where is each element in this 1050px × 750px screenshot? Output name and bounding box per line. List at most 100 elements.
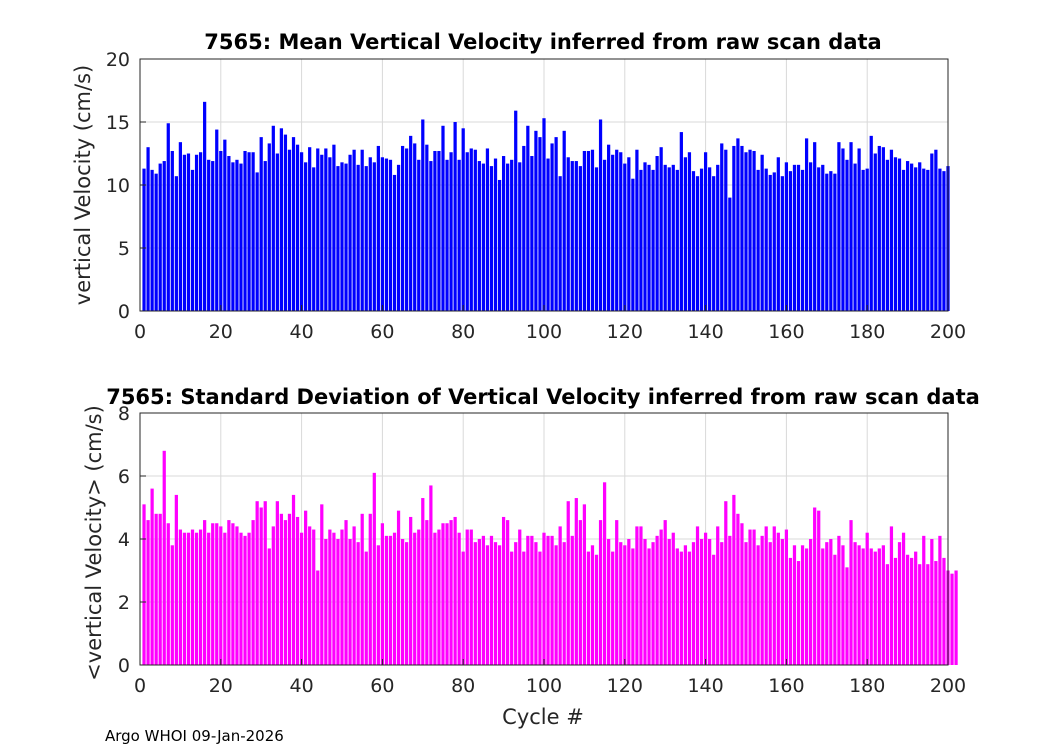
bar [489, 166, 494, 311]
bar [421, 498, 425, 665]
bar [744, 152, 748, 311]
bar [437, 150, 441, 311]
bar [497, 179, 502, 311]
bar [768, 542, 772, 665]
bar [380, 523, 385, 665]
bar [732, 494, 736, 665]
bar [817, 167, 821, 311]
bar [356, 542, 360, 665]
bar [607, 144, 611, 311]
tick-labels: 0 20 40 60 80 100 120 140 160 180 200 0 5 10 15 20 [106, 49, 966, 343]
bar [566, 501, 570, 665]
bar [437, 529, 441, 665]
bar [251, 152, 255, 311]
bar [255, 172, 259, 311]
bar [578, 520, 582, 665]
bar [845, 567, 849, 665]
bar [380, 157, 385, 311]
bar [720, 542, 724, 665]
bar [865, 532, 869, 665]
bar [518, 529, 522, 665]
bar [748, 529, 752, 665]
bar [780, 176, 784, 311]
bar [332, 144, 336, 311]
bar [295, 516, 300, 665]
bar [905, 161, 910, 311]
bar [425, 144, 429, 311]
bar [728, 535, 732, 665]
bar [283, 520, 288, 665]
bar [643, 162, 647, 311]
bar [445, 523, 449, 665]
bar [453, 122, 457, 311]
bar [142, 168, 146, 311]
bar [340, 162, 344, 311]
bar [623, 163, 627, 311]
bar [469, 148, 473, 311]
bar [586, 551, 591, 665]
bar [699, 168, 704, 311]
bar [186, 532, 191, 665]
bar [817, 510, 821, 665]
bar [530, 156, 534, 311]
y-tick-label: 10 [106, 175, 130, 197]
bar [910, 163, 914, 311]
footer-stamp: Argo WHOI 09-Jan-2026 [105, 727, 284, 745]
bar [905, 554, 910, 665]
bar [433, 150, 437, 311]
x-tick-label: 140 [687, 321, 723, 343]
bar [332, 532, 336, 665]
bar [364, 551, 368, 665]
bar [518, 162, 522, 311]
bar [186, 153, 191, 311]
bar [873, 551, 877, 665]
x-tick-label: 100 [526, 675, 562, 697]
bar [910, 557, 914, 665]
bar [809, 162, 813, 311]
bar [219, 526, 223, 665]
bar [861, 169, 865, 311]
bar [259, 137, 263, 311]
bar [687, 152, 692, 311]
bar [215, 129, 219, 311]
bar [825, 173, 829, 311]
bar [295, 144, 300, 311]
bar [324, 148, 328, 311]
bar [457, 532, 461, 665]
bar [716, 526, 720, 665]
bar [841, 148, 845, 311]
bar [950, 573, 954, 665]
bar [776, 157, 780, 311]
y-axis-label: vertical Velocity (cm/s) [71, 65, 95, 305]
bar [853, 542, 857, 665]
bar [893, 557, 898, 665]
bar [554, 137, 558, 311]
bar [918, 564, 922, 665]
bar [643, 539, 647, 665]
bar [619, 542, 623, 665]
bar [934, 149, 938, 311]
bar [461, 551, 465, 665]
bar [356, 164, 360, 311]
bar [441, 523, 445, 665]
bar [255, 501, 259, 665]
bar [534, 542, 538, 665]
bar [400, 145, 405, 311]
bar [914, 551, 918, 665]
bar [425, 520, 429, 665]
bar [239, 532, 243, 665]
bar [158, 163, 162, 311]
x-tick-label: 160 [768, 321, 804, 343]
bar [433, 532, 437, 665]
x-tick-label: 0 [134, 675, 146, 697]
bar [703, 532, 708, 665]
chart-title: 7565: Standard Deviation of Vertical Vel… [106, 385, 980, 409]
x-tick-label: 160 [768, 675, 804, 697]
bar [837, 142, 841, 311]
bar [247, 152, 251, 311]
bar [259, 507, 263, 665]
bar [275, 501, 279, 665]
bar [154, 513, 158, 665]
bar [651, 542, 655, 665]
bar [760, 535, 764, 665]
